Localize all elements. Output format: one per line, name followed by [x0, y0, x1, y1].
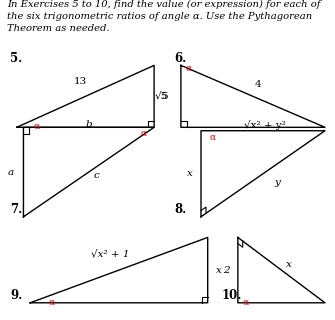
- Text: 8.: 8.: [174, 203, 187, 216]
- Text: α: α: [141, 129, 147, 138]
- Text: In Exercises 5 to 10, find the value (or expression) for each of
the six trigono: In Exercises 5 to 10, find the value (or…: [7, 0, 320, 33]
- Text: α: α: [49, 298, 55, 307]
- Text: y: y: [275, 178, 281, 187]
- Text: α: α: [243, 298, 249, 307]
- Text: x: x: [286, 260, 292, 269]
- Text: √5: √5: [154, 92, 168, 101]
- Text: α: α: [34, 122, 40, 131]
- Text: a: a: [7, 168, 13, 177]
- Text: 2: 2: [223, 266, 229, 275]
- Text: 7.: 7.: [10, 203, 22, 216]
- Text: 9.: 9.: [10, 289, 22, 302]
- Text: 4: 4: [255, 80, 261, 90]
- Text: 13: 13: [74, 77, 87, 86]
- Text: x: x: [216, 266, 222, 275]
- Text: 5: 5: [161, 92, 168, 101]
- Text: α: α: [209, 132, 215, 141]
- Text: b: b: [85, 120, 92, 129]
- Text: x: x: [187, 169, 193, 178]
- Text: 10.: 10.: [221, 289, 242, 302]
- Text: √x² + y²: √x² + y²: [244, 120, 286, 131]
- Text: 6.: 6.: [174, 52, 187, 65]
- Text: √x² + 1: √x² + 1: [91, 249, 130, 258]
- Text: α: α: [186, 64, 192, 73]
- Text: 5.: 5.: [10, 52, 22, 65]
- Text: c: c: [94, 171, 99, 180]
